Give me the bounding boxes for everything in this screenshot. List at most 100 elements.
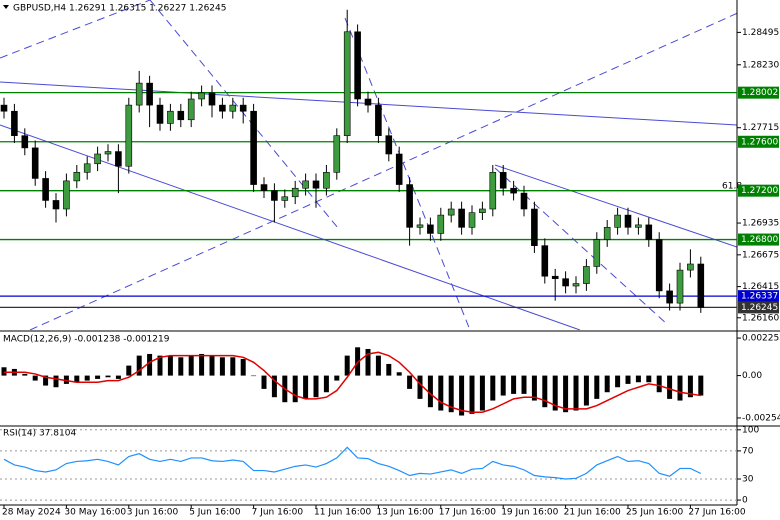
candle-body bbox=[177, 110, 185, 121]
candle-body bbox=[676, 269, 684, 304]
candle-body bbox=[146, 82, 153, 106]
candle-body bbox=[395, 153, 403, 185]
x-tick-label: 11 Jun 16:00 bbox=[314, 508, 371, 518]
candle-body bbox=[219, 104, 226, 112]
macd-bar bbox=[469, 375, 475, 414]
candle-body bbox=[603, 227, 611, 240]
y-tick-label: 0.002255 bbox=[742, 334, 780, 344]
macd-bar bbox=[500, 375, 506, 396]
level-label: 1.28002 bbox=[741, 88, 778, 98]
candle-body bbox=[31, 147, 39, 179]
macd-bar bbox=[43, 375, 49, 386]
candle-body bbox=[135, 82, 143, 106]
candle-body bbox=[697, 263, 705, 308]
candle-body bbox=[83, 163, 91, 173]
macd-bar bbox=[178, 357, 184, 376]
candle-body bbox=[198, 92, 205, 100]
candles bbox=[0, 9, 737, 313]
macd-bar bbox=[209, 355, 215, 376]
candle-body bbox=[655, 239, 663, 292]
candle-body bbox=[624, 214, 632, 228]
x-tick-label: 30 May 16:00 bbox=[64, 508, 126, 518]
candle-body bbox=[479, 208, 486, 213]
macd-bar bbox=[188, 355, 194, 376]
candle-body bbox=[208, 92, 216, 106]
y-tick-label: 1.26160 bbox=[742, 313, 779, 323]
macd-bar bbox=[251, 375, 257, 377]
macd-bar bbox=[448, 375, 454, 413]
macd-bar bbox=[105, 375, 111, 378]
x-tick-label: 17 Jun 16:00 bbox=[439, 508, 496, 518]
x-tick-label: 25 Jun 16:00 bbox=[626, 508, 683, 518]
y-tick-label: 1.26935 bbox=[742, 219, 779, 229]
symbol-menu-icon bbox=[3, 5, 9, 9]
candle-body bbox=[583, 266, 590, 284]
candle-body bbox=[239, 104, 247, 112]
level-label: 1.26337 bbox=[741, 292, 778, 302]
macd-bar bbox=[115, 375, 121, 379]
macd-bar bbox=[32, 375, 38, 381]
candle-body bbox=[385, 135, 393, 155]
candle-body bbox=[0, 104, 8, 112]
macd-bar bbox=[126, 365, 132, 376]
y-tick-label: 1.28230 bbox=[742, 60, 779, 70]
macd-bar bbox=[53, 375, 59, 388]
macd-bar bbox=[667, 375, 673, 399]
macd-bar bbox=[521, 375, 527, 394]
macd-bar bbox=[334, 375, 340, 381]
level-tag bbox=[738, 184, 779, 197]
macd-bar bbox=[1, 367, 7, 376]
candle-body bbox=[489, 172, 497, 210]
candle-body bbox=[447, 208, 455, 216]
level-tag bbox=[738, 290, 779, 303]
y-tick-label: 100 bbox=[742, 425, 759, 435]
macd-bar bbox=[687, 375, 693, 398]
y-tick-label: 1.26415 bbox=[742, 282, 779, 292]
macd-bar bbox=[479, 375, 485, 411]
macd-bar bbox=[396, 372, 402, 376]
y-tick-label: 30 bbox=[742, 475, 754, 485]
x-tick-label: 13 Jun 16:00 bbox=[376, 508, 433, 518]
trendline bbox=[149, 0, 339, 229]
y-tick-label: 0 bbox=[742, 496, 748, 506]
candle-body bbox=[375, 104, 382, 136]
macd-bar bbox=[261, 375, 267, 389]
macd-bar bbox=[313, 375, 319, 398]
candle-body bbox=[229, 104, 237, 112]
candle-body bbox=[687, 263, 694, 271]
x-tick-label: 21 Jun 16:00 bbox=[564, 508, 621, 518]
macd-bar bbox=[344, 355, 350, 376]
macd-bar bbox=[531, 375, 537, 401]
fibo-annotation: 61.8 bbox=[722, 182, 742, 192]
y-tick-label: 1.26675 bbox=[742, 250, 779, 260]
candle-body bbox=[468, 212, 476, 228]
macd-bar bbox=[604, 375, 610, 393]
candle-body bbox=[250, 110, 257, 185]
macd-title: MACD(12,26,9) -0.001238 -0.001219 bbox=[3, 335, 170, 345]
candle-body bbox=[63, 180, 70, 210]
macd-bar bbox=[303, 375, 309, 399]
macd-bar bbox=[573, 375, 579, 411]
macd-bar bbox=[323, 375, 329, 393]
candle-body bbox=[499, 172, 507, 189]
candle-body bbox=[21, 135, 29, 149]
candle-body bbox=[666, 290, 673, 304]
x-tick-label: 3 Jun 16:00 bbox=[127, 508, 179, 518]
candle-body bbox=[271, 190, 278, 201]
candle-body bbox=[52, 200, 60, 210]
macd-bar bbox=[625, 375, 631, 384]
candle-body bbox=[11, 110, 18, 136]
candle-body bbox=[551, 275, 559, 279]
candle-body bbox=[187, 98, 195, 121]
macd-bar bbox=[84, 375, 90, 381]
trendline bbox=[344, 17, 471, 330]
macd-bar bbox=[136, 355, 142, 376]
macd-bar bbox=[147, 353, 153, 376]
macd-bar bbox=[511, 375, 517, 394]
y-tick-label: 0.00 bbox=[742, 371, 762, 381]
macd-bar bbox=[375, 355, 381, 376]
macd-bar bbox=[542, 375, 548, 408]
candle-body bbox=[364, 98, 372, 106]
